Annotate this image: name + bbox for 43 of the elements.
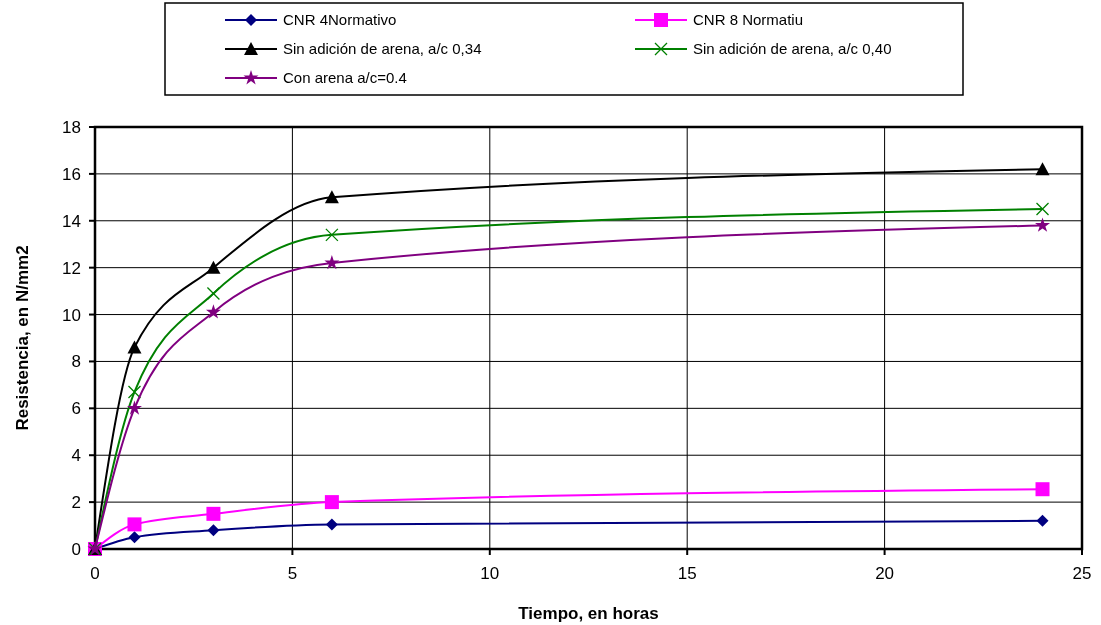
legend-label: CNR 4Normativo xyxy=(283,11,397,29)
point xyxy=(1035,217,1051,232)
point xyxy=(1035,482,1050,497)
point xyxy=(325,228,339,242)
point xyxy=(206,260,221,274)
y-tick-label: 0 xyxy=(71,539,81,559)
point xyxy=(325,518,338,531)
point xyxy=(1035,202,1050,216)
point xyxy=(127,517,142,532)
y-tick-label: 8 xyxy=(71,352,81,372)
y-tick-label: 18 xyxy=(62,117,81,137)
point xyxy=(207,524,220,537)
x-tick-label: 5 xyxy=(287,564,298,583)
legend-label: CNR 8 Normatiu xyxy=(693,11,804,29)
legend-label: Sin adición de arena, a/c 0,40 xyxy=(693,40,892,58)
x-tick-label: 15 xyxy=(677,564,697,583)
x-tick-label: 20 xyxy=(875,564,895,583)
point xyxy=(205,304,221,319)
x-axis-title: Tiempo, en horas xyxy=(518,604,659,623)
y-tick-label: 2 xyxy=(71,493,81,513)
point xyxy=(206,286,221,301)
x-tick-label: 0 xyxy=(90,564,100,583)
point xyxy=(324,495,339,510)
x-tick-label: 10 xyxy=(480,564,500,583)
point xyxy=(206,506,221,521)
point xyxy=(126,400,142,415)
point xyxy=(324,255,340,270)
y-tick-label: 14 xyxy=(62,211,81,231)
y-tick-label: 4 xyxy=(71,446,81,466)
point xyxy=(128,531,141,544)
y-tick-label: 12 xyxy=(62,258,81,278)
y-tick-label: 6 xyxy=(71,399,81,419)
y-tick-label: 16 xyxy=(62,164,81,184)
y-tick-label: 10 xyxy=(62,305,81,325)
point xyxy=(324,190,339,204)
point xyxy=(1036,514,1049,527)
point xyxy=(127,340,142,354)
legend-label: Con arena a/c=0.4 xyxy=(283,69,407,87)
legend-label: Sin adición de arena, a/c 0,34 xyxy=(283,40,482,58)
point xyxy=(127,385,142,399)
point xyxy=(1035,162,1050,176)
y-axis-title: Resistencia, en N/mm2 xyxy=(13,245,32,431)
x-tick-label: 25 xyxy=(1072,564,1092,583)
